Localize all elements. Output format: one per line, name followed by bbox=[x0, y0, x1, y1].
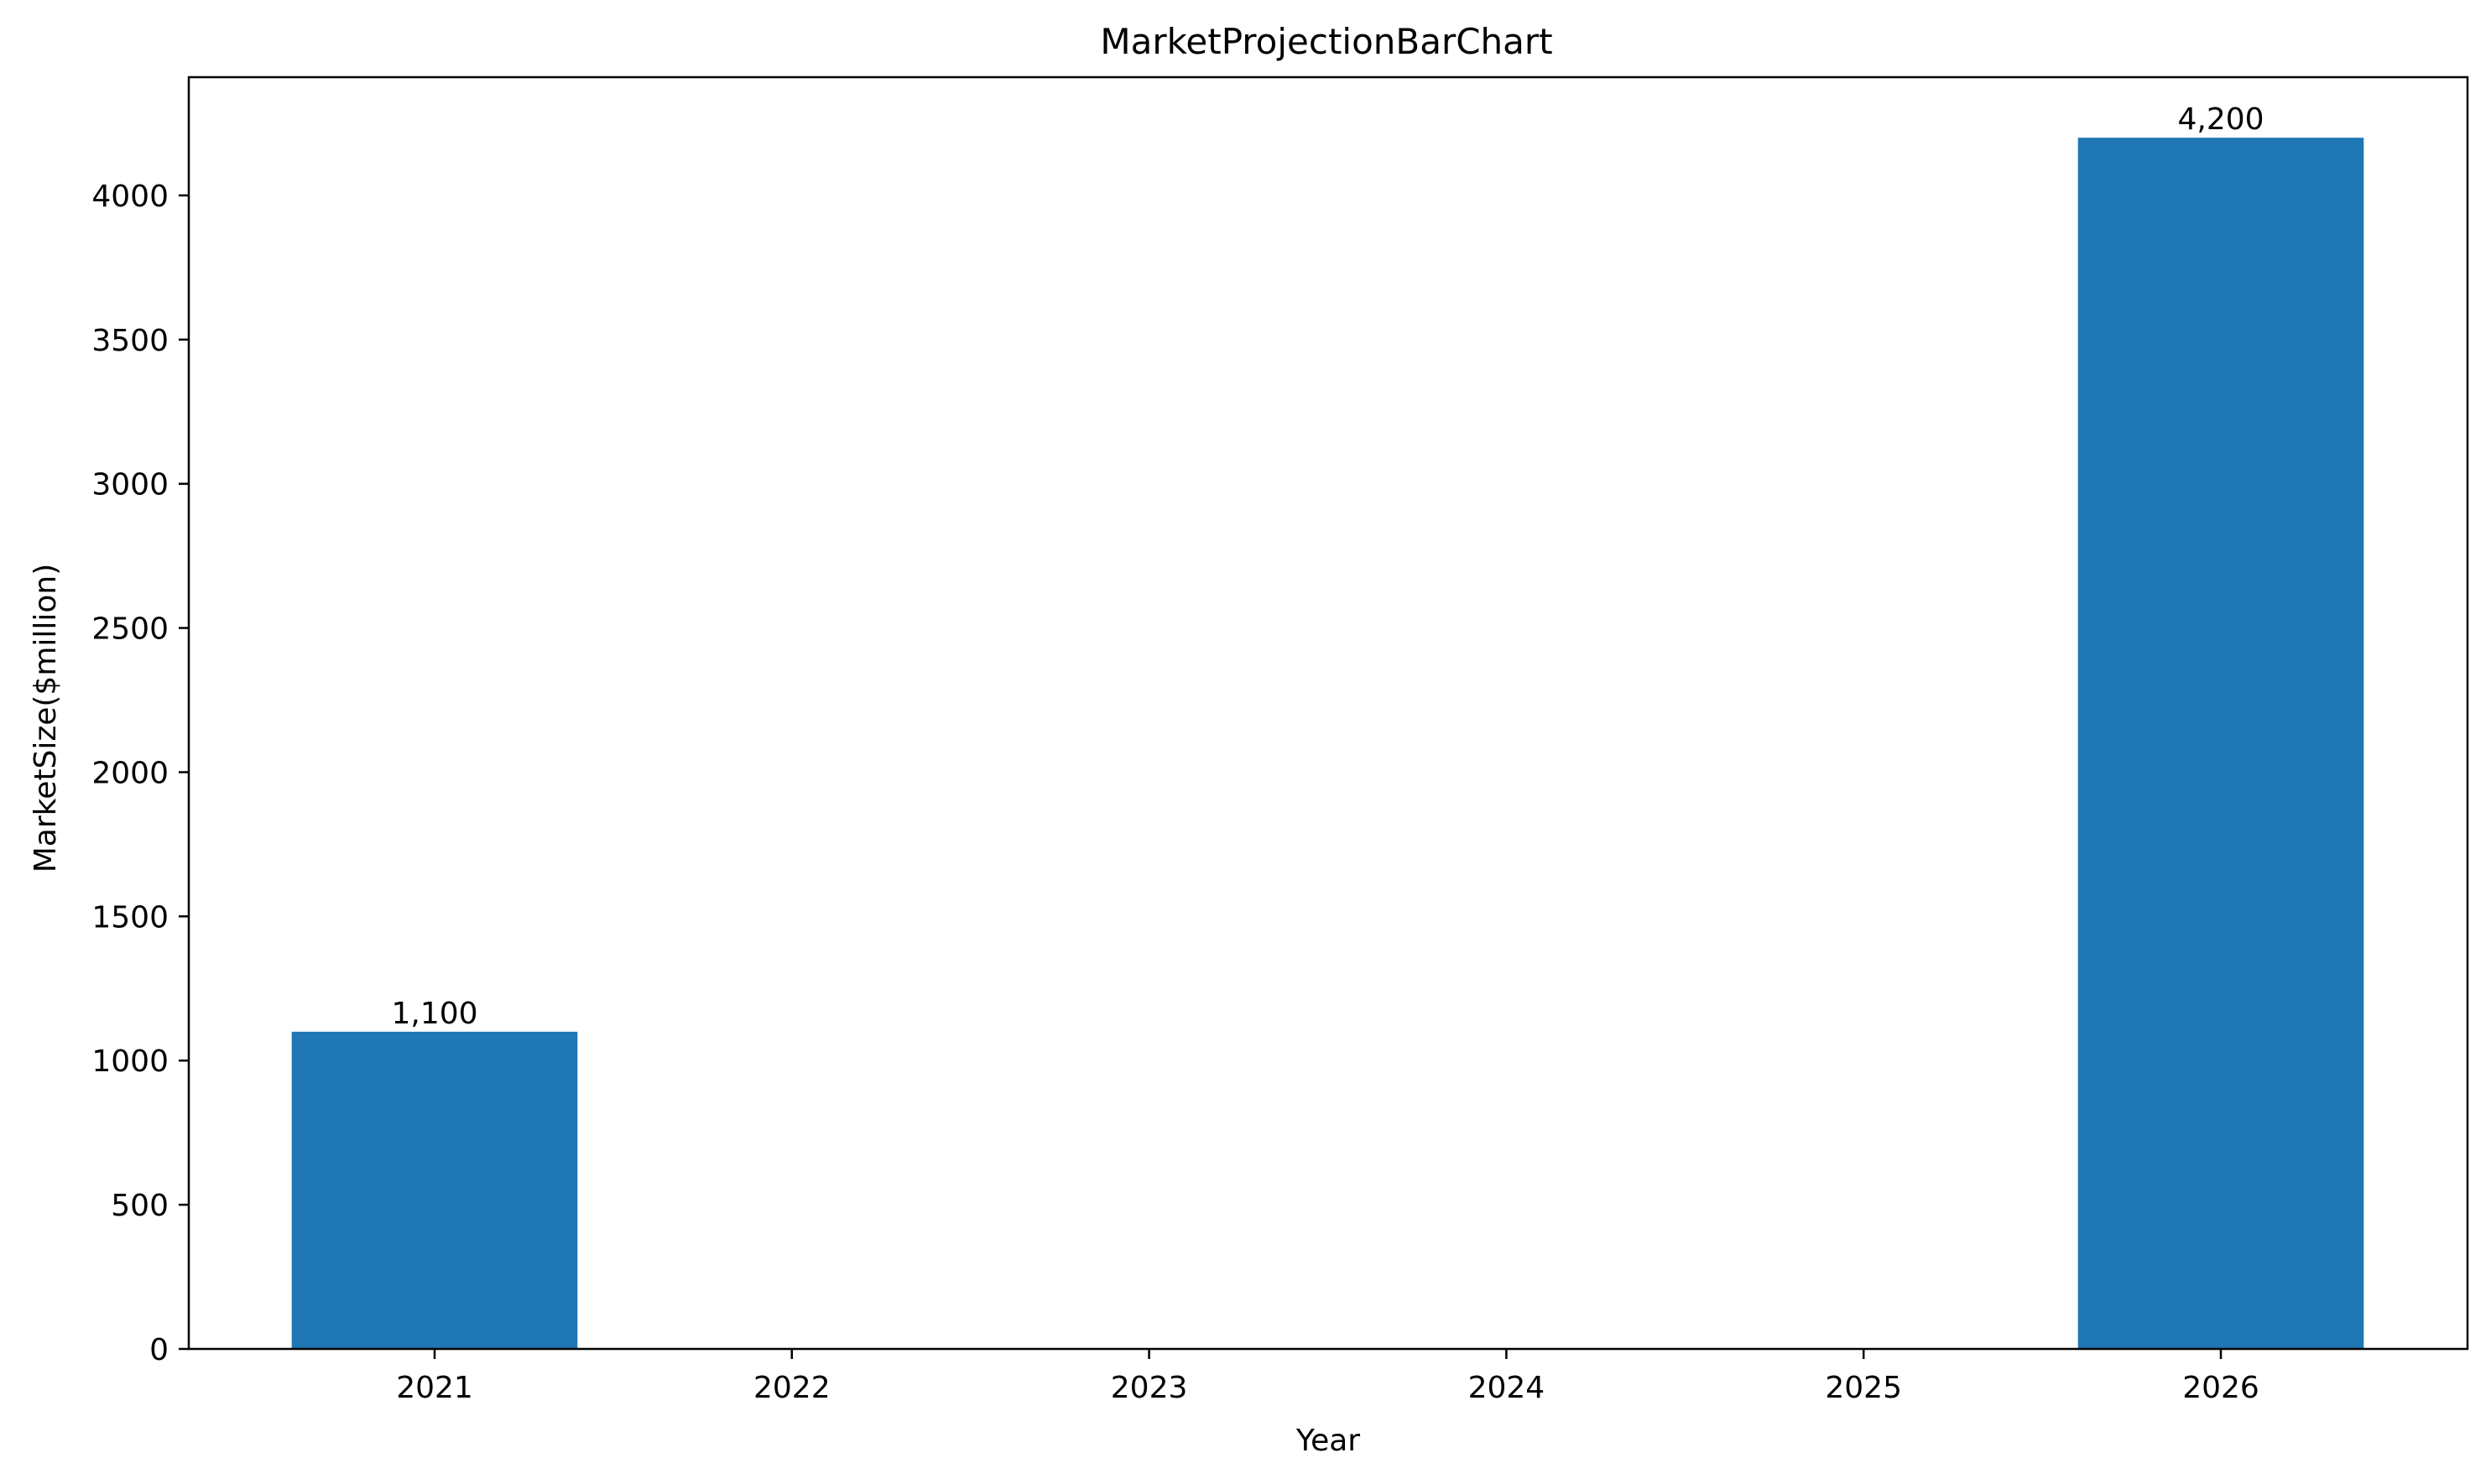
y-tick-label: 0 bbox=[149, 1333, 169, 1367]
x-tick-label: 2023 bbox=[1111, 1371, 1188, 1405]
y-tick-label: 500 bbox=[111, 1189, 169, 1223]
x-tick-label: 2025 bbox=[1825, 1371, 1902, 1405]
y-tick-label: 1500 bbox=[91, 900, 169, 935]
bar-2021 bbox=[291, 1031, 578, 1349]
bar-2026 bbox=[2077, 138, 2364, 1350]
y-tick-label: 3500 bbox=[91, 324, 169, 358]
x-tick-label: 2021 bbox=[396, 1371, 473, 1405]
chart-title: MarketProjectionBarChart bbox=[1100, 21, 1552, 62]
bars-layer bbox=[291, 138, 2364, 1350]
plot-frame bbox=[187, 76, 2469, 1351]
y-axis: 0 500 1000 1500 2000 2500 3000 3500 4000 bbox=[91, 180, 189, 1367]
y-tick-label: 4000 bbox=[91, 180, 169, 214]
x-tick-label: 2026 bbox=[2182, 1371, 2259, 1405]
bar-label-2026: 4,200 bbox=[2177, 102, 2264, 137]
y-tick-label: 2000 bbox=[91, 756, 169, 790]
x-axis: 2021 2022 2023 2024 2025 2026 bbox=[396, 1349, 2259, 1405]
y-tick-label: 2500 bbox=[91, 612, 169, 647]
y-axis-label: MarketSize($million) bbox=[29, 564, 63, 873]
x-tick-label: 2022 bbox=[753, 1371, 831, 1405]
bar-labels-layer: 1,100 4,200 bbox=[391, 102, 2264, 1031]
y-tick-label: 3000 bbox=[91, 468, 169, 502]
x-axis-label: Year bbox=[1295, 1424, 1360, 1458]
x-tick-label: 2024 bbox=[1468, 1371, 1545, 1405]
y-tick-label: 1000 bbox=[91, 1044, 169, 1079]
bar-label-2021: 1,100 bbox=[391, 997, 477, 1031]
